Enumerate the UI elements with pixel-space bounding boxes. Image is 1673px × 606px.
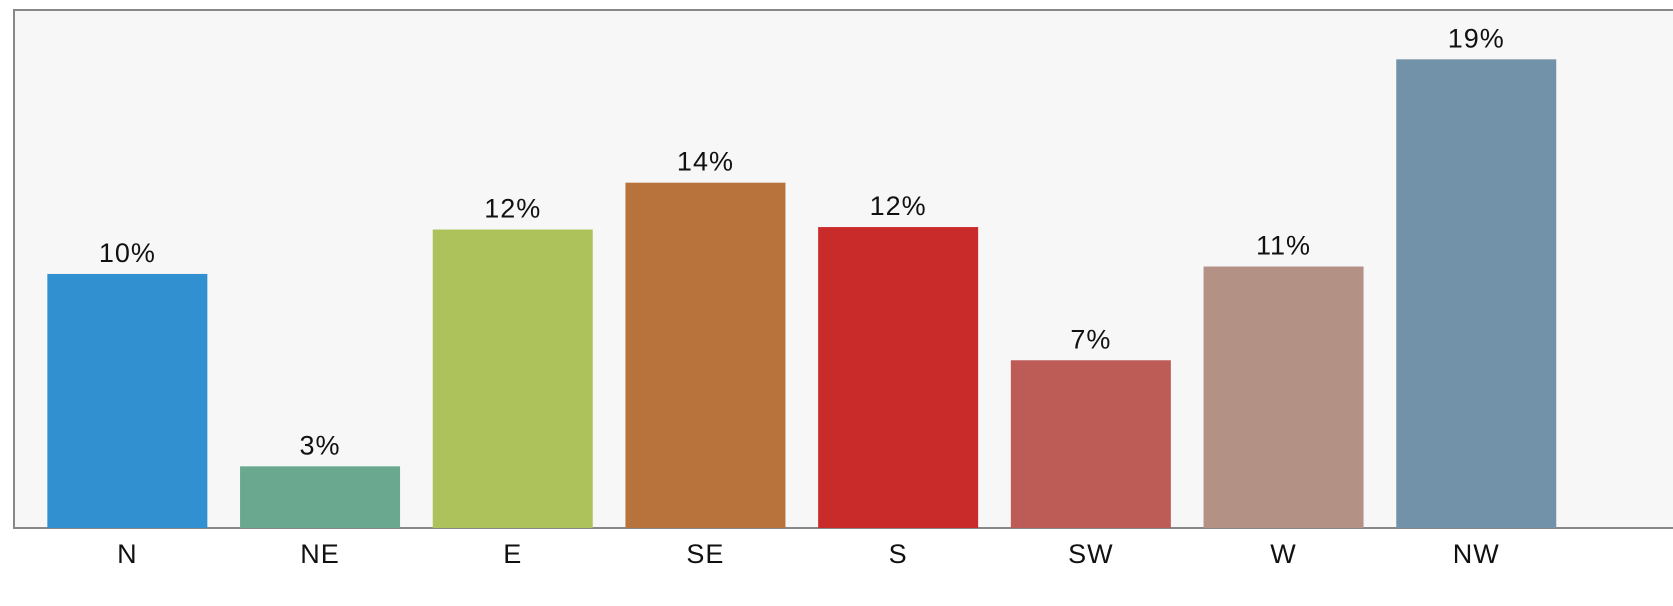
value-label: 12% [484,194,541,224]
x-tick-label: NW [1453,539,1500,569]
value-label: 12% [870,191,927,221]
bar [47,273,208,528]
bar [240,466,401,528]
bar [818,227,979,529]
value-label: 19% [1448,23,1505,53]
value-label: 7% [1070,324,1111,354]
bar [1396,59,1557,528]
value-label: 14% [677,147,734,177]
x-tick-label: SW [1068,539,1114,569]
value-label: 10% [99,238,156,268]
x-tick-label: W [1270,539,1296,569]
x-tick-label: S [889,539,908,569]
x-tick-label: E [503,539,522,569]
x-tick-label: SE [686,539,724,569]
bar [1203,266,1364,528]
bar [625,182,786,528]
x-tick-label: NE [300,539,340,569]
value-label: 3% [300,430,341,460]
value-label: 11% [1256,231,1311,261]
x-tick-label: N [117,539,138,569]
bar [432,229,593,529]
bar [1010,360,1171,528]
